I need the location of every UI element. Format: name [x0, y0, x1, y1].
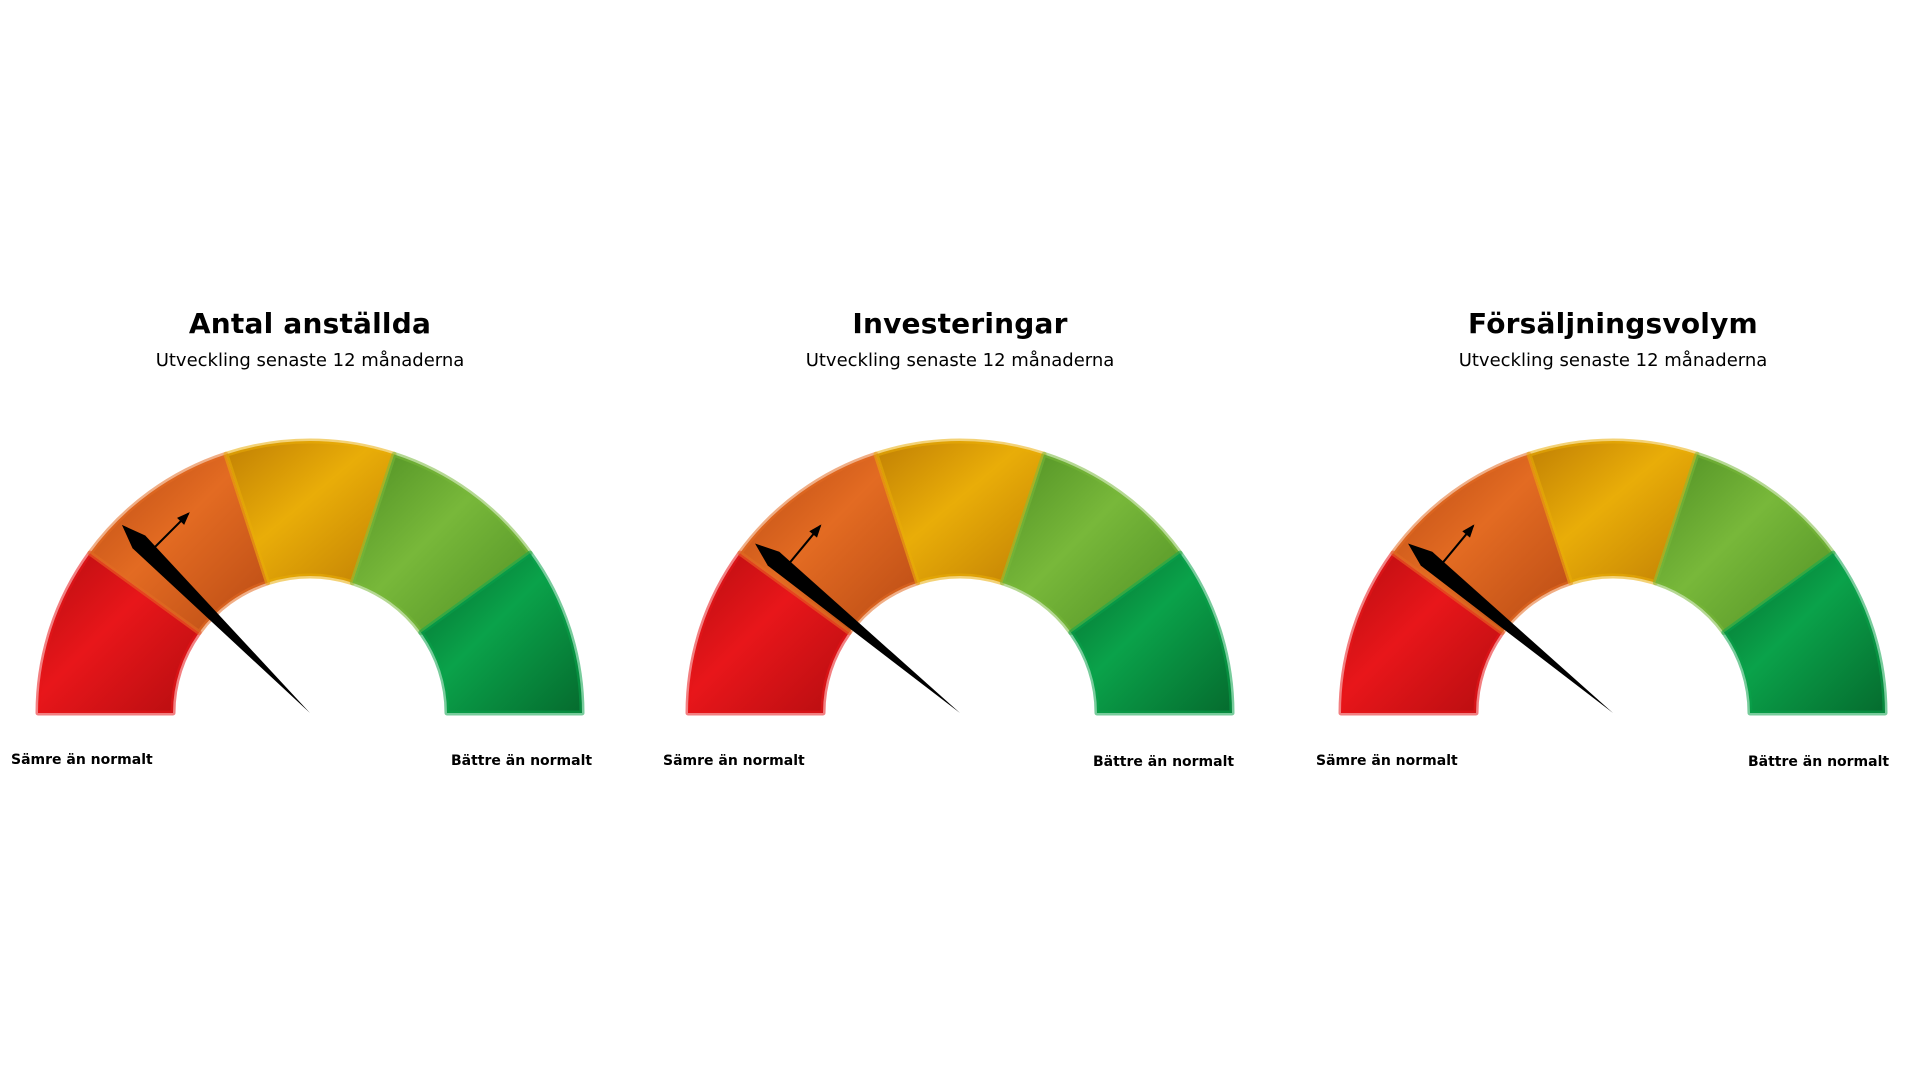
- gauge-needle: [121, 524, 310, 713]
- high-label: Bättre än normalt: [1748, 754, 1890, 770]
- gauge-chart: [1338, 438, 1888, 716]
- gauge-chart: [685, 438, 1235, 716]
- gauge-subtitle: Utveckling senaste 12 månaderna: [805, 350, 1115, 371]
- low-label: Sämre än normalt: [11, 752, 153, 768]
- high-label: Bättre än normalt: [451, 753, 593, 769]
- gauge-title: Försäljningsvolym: [1468, 307, 1758, 340]
- gauge-panel-anstallda: Antal anställda Utveckling senaste 12 må…: [10, 0, 610, 1079]
- gauge-subtitle: Utveckling senaste 12 månaderna: [155, 350, 465, 371]
- high-label: Bättre än normalt: [1093, 754, 1235, 770]
- gauge-title: Antal anställda: [188, 307, 432, 340]
- trend-arrow-head: [1462, 524, 1475, 538]
- gauge-band-green: [1721, 550, 1888, 716]
- gauge-needle: [1408, 543, 1613, 713]
- gauge-panel-forsaljningsvolym: Försäljningsvolym Utveckling senaste 12 …: [1313, 0, 1913, 1079]
- gauge-panel-investeringar: Investeringar Utveckling senaste 12 måna…: [660, 0, 1260, 1079]
- gauge-band-green: [1068, 550, 1235, 716]
- trend-arrow-head: [177, 512, 190, 525]
- gauge-band-green: [418, 550, 585, 716]
- gauge-title: Investeringar: [852, 307, 1068, 340]
- low-label: Sämre än normalt: [663, 753, 805, 769]
- gauge-chart: [35, 438, 585, 716]
- low-label: Sämre än normalt: [1316, 753, 1458, 769]
- gauge-needle: [755, 543, 960, 713]
- gauge-subtitle: Utveckling senaste 12 månaderna: [1458, 350, 1768, 371]
- trend-arrow-head: [809, 524, 822, 538]
